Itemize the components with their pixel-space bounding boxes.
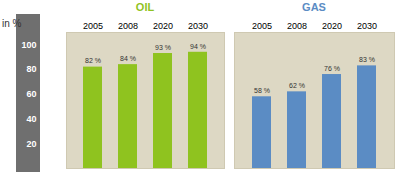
svg-text:2008: 2008 bbox=[118, 21, 138, 31]
html-text:in %: in % bbox=[2, 18, 22, 29]
svg-text:2005: 2005 bbox=[83, 21, 103, 31]
svg-text:100: 100 bbox=[21, 40, 36, 50]
svg-text:2020: 2020 bbox=[153, 21, 173, 31]
svg-text:93 %: 93 % bbox=[155, 44, 171, 51]
svg-text:80: 80 bbox=[26, 64, 36, 74]
svg-text:62 %: 62 % bbox=[289, 82, 305, 89]
html-text:OIL: OIL bbox=[135, 1, 155, 13]
svg-text:2005: 2005 bbox=[252, 21, 272, 31]
svg-text:82 %: 82 % bbox=[85, 57, 101, 64]
svg-text:84 %: 84 % bbox=[120, 55, 136, 62]
svg-text:83 %: 83 % bbox=[359, 56, 375, 63]
svg-text:20: 20 bbox=[26, 139, 36, 149]
svg-text:2030: 2030 bbox=[188, 21, 208, 31]
svg-text:58 %: 58 % bbox=[254, 87, 270, 94]
svg-text:94 %: 94 % bbox=[190, 43, 206, 50]
svg-text:76 %: 76 % bbox=[324, 65, 340, 72]
svg-text:2030: 2030 bbox=[357, 21, 377, 31]
svg-text:60: 60 bbox=[26, 89, 36, 99]
svg-text:2020: 2020 bbox=[322, 21, 342, 31]
svg-text:40: 40 bbox=[26, 114, 36, 124]
html-text:GAS: GAS bbox=[302, 1, 326, 13]
svg-text:2008: 2008 bbox=[287, 21, 307, 31]
